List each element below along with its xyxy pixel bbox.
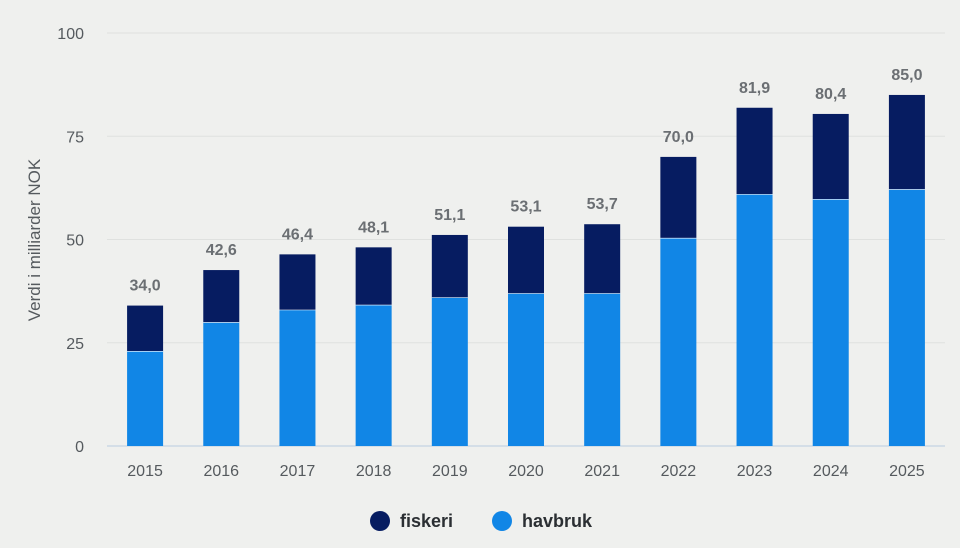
bar-havbruk-2021 — [584, 293, 621, 446]
total-label-2024: 80,4 — [815, 86, 846, 103]
bar-havbruk-2018 — [355, 304, 392, 446]
bar-havbruk-2023 — [736, 194, 773, 446]
bar-fiskeri-2023 — [736, 107, 773, 195]
bar-fiskeri-2017 — [279, 254, 316, 310]
x-tick-label: 2023 — [737, 463, 773, 480]
total-label-2017: 46,4 — [282, 226, 313, 243]
bar-havbruk-2015 — [127, 351, 164, 446]
legend-label-fiskeri: fiskeri — [400, 511, 453, 531]
bar-havbruk-2019 — [431, 297, 468, 446]
bar-fiskeri-2018 — [355, 247, 392, 305]
y-tick-label: 100 — [57, 26, 84, 43]
x-tick-label: 2024 — [813, 463, 849, 480]
x-axis-ticks: 2015 2016 2017 2018 2019 2020 2021 2022 2023 2024… — [127, 463, 925, 480]
y-tick-label: 75 — [66, 129, 84, 146]
bar-havbruk-2024 — [812, 199, 849, 446]
x-tick-label: 2015 — [127, 463, 163, 480]
y-tick-label: 50 — [66, 233, 84, 250]
x-tick-label: 2016 — [203, 463, 239, 480]
x-tick-label: 2021 — [584, 463, 620, 480]
bar-fiskeri-2020 — [508, 226, 544, 294]
total-label-2016: 42,6 — [206, 242, 237, 259]
legend-swatch-fiskeri — [370, 511, 390, 531]
legend-swatch-havbruk — [492, 511, 512, 531]
total-label-2020: 53,1 — [510, 199, 541, 216]
bar-havbruk-2017 — [279, 309, 316, 446]
total-label-2023: 81,9 — [739, 80, 770, 97]
bar-fiskeri-2025 — [888, 94, 925, 190]
x-tick-label: 2022 — [661, 463, 697, 480]
x-tick-label: 2025 — [889, 463, 925, 480]
total-label-2019: 51,1 — [434, 207, 465, 224]
total-label-2025: 85,0 — [891, 67, 922, 84]
x-tick-label: 2018 — [356, 463, 392, 480]
bar-fiskeri-2022 — [660, 156, 697, 238]
x-tick-label: 2020 — [508, 463, 544, 480]
y-tick-label: 0 — [75, 439, 84, 456]
bar-havbruk-2022 — [660, 237, 697, 446]
bar-fiskeri-2024 — [812, 113, 849, 200]
total-label-2015: 34,0 — [130, 278, 161, 295]
bar-havbruk-2016 — [203, 322, 240, 446]
total-label-2022: 70,0 — [663, 129, 694, 146]
bar-fiskeri-2016 — [203, 270, 240, 323]
legend: fiskeri havbruk — [370, 511, 593, 531]
bars: 34,0 42,6 46,4 48,1 51,1 53,1 53,7 70,0 81,9 80,4… — [127, 67, 925, 446]
total-label-2018: 48,1 — [358, 219, 389, 236]
total-label-2021: 53,7 — [587, 196, 618, 213]
x-tick-label: 2019 — [432, 463, 468, 480]
bar-fiskeri-2015 — [127, 305, 164, 352]
y-axis-ticks: 0 25 50 75 100 — [57, 26, 84, 456]
legend-label-havbruk: havbruk — [522, 511, 593, 531]
y-axis-label: Verdi i milliarder NOK — [25, 158, 44, 321]
bar-fiskeri-2021 — [584, 224, 621, 294]
x-tick-label: 2017 — [280, 463, 316, 480]
bar-havbruk-2020 — [508, 293, 544, 446]
bar-havbruk-2025 — [888, 189, 925, 446]
y-tick-label: 25 — [66, 336, 84, 353]
bar-fiskeri-2019 — [431, 234, 468, 298]
